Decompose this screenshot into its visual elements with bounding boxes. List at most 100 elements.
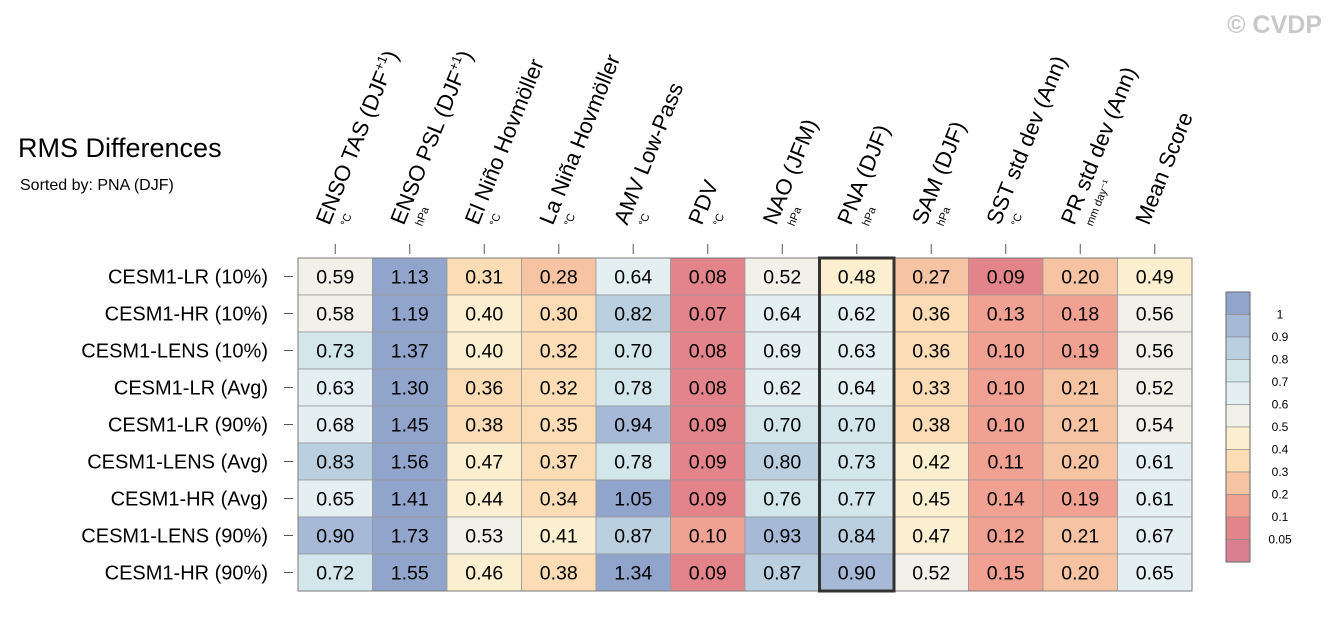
cell-value: 0.31 (465, 267, 503, 289)
cell-value: 0.34 (540, 489, 578, 511)
cell-value: 0.44 (465, 489, 503, 511)
cell-value: 0.80 (763, 452, 801, 474)
cell-value: 0.47 (912, 526, 950, 548)
cell-value: 0.45 (912, 489, 950, 511)
heatmap-cells: 0.59 1.13 0.31 0.28 0.64 0.08 0.52 0.48 0.27 0.09… (297, 257, 1193, 592)
cell-value: 0.27 (912, 267, 950, 289)
column-unit: °C (562, 212, 578, 228)
cell-value: 0.87 (763, 563, 801, 585)
cell-value: 0.54 (1136, 415, 1174, 437)
cell-value: 1.13 (391, 267, 429, 289)
heatmap-cell (372, 479, 448, 518)
heatmap-cell (446, 553, 522, 592)
heatmap-cell (446, 479, 522, 518)
cell-value: 0.42 (912, 452, 950, 474)
cell-value: 0.77 (838, 489, 876, 511)
heatmap-cell (372, 553, 448, 592)
heatmap-cell (595, 479, 671, 518)
cell-value: 0.48 (838, 267, 876, 289)
heatmap-cell (819, 553, 895, 592)
cell-value: 0.52 (912, 563, 950, 585)
heatmap-cell (297, 479, 373, 518)
cell-value: 0.28 (540, 267, 578, 289)
cell-value: 0.30 (540, 304, 578, 326)
column-unit: °C (488, 212, 504, 228)
cell-value: 0.65 (1136, 563, 1174, 585)
cell-value: 0.64 (763, 304, 801, 326)
chart-title: RMS Differences (18, 133, 222, 163)
column-name-text: SST std dev (Ann) (981, 52, 1071, 228)
heatmap-cell (1117, 516, 1193, 555)
heatmap-cell (744, 516, 820, 555)
heatmap-cell (670, 442, 746, 481)
cell-value: 0.10 (987, 341, 1025, 363)
cell-value: 0.94 (614, 415, 652, 437)
cell-value: 0.78 (614, 452, 652, 474)
colorbar-swatch (1225, 539, 1251, 563)
column-labels: ENSO TAS (DJF+1)°C ENSO PSL (DJF+1)hPa El … (310, 46, 1198, 254)
colorbar-border (1225, 291, 1251, 563)
cell-value: 0.11 (987, 452, 1024, 474)
cell-value: 0.09 (987, 267, 1025, 289)
heatmap-cell (521, 479, 597, 518)
cell-value: 0.40 (465, 304, 503, 326)
column-name-text: Mean Score (1130, 109, 1198, 228)
cell-value: 0.82 (614, 304, 652, 326)
cell-value: 0.09 (689, 563, 727, 585)
heatmap-cell (521, 442, 597, 481)
colorbar-swatch (1225, 314, 1251, 338)
cell-value: 1.45 (391, 415, 429, 437)
heatmap-cell (297, 442, 373, 481)
heatmap-cell (670, 368, 746, 407)
column-unit: °C (339, 212, 355, 228)
colorbar-swatch (1225, 404, 1251, 428)
heatmap-cell (1117, 331, 1193, 370)
cell-value: 0.62 (838, 304, 876, 326)
row-label: CESM1-HR (90%) (105, 563, 268, 585)
colorbar-label: 0.5 (1272, 420, 1289, 434)
heatmap-cell (744, 553, 820, 592)
cell-value: 0.08 (689, 341, 727, 363)
cell-value: 0.36 (465, 378, 503, 400)
heatmap-cell (1117, 257, 1193, 296)
cell-value: 1.41 (391, 489, 429, 511)
heatmap-cell (819, 442, 895, 481)
colorbar-label: 1 (1277, 308, 1284, 322)
cell-value: 1.56 (391, 452, 429, 474)
heatmap-cell (595, 294, 671, 333)
cell-value: 0.84 (838, 526, 876, 548)
heatmap-cell (744, 442, 820, 481)
colorbar-label: 0.7 (1272, 375, 1289, 389)
colorbar-swatch (1225, 291, 1251, 315)
heatmap-cell (968, 442, 1044, 481)
column-name: PNA (DJF) (832, 121, 895, 228)
cell-value: 0.14 (987, 489, 1025, 511)
cell-value: 0.76 (763, 489, 801, 511)
cell-value: 0.69 (763, 341, 801, 363)
cell-value: 0.67 (1136, 526, 1174, 548)
heatmap-cell (1042, 368, 1118, 407)
column-name-text: ENSO TAS (DJF (311, 67, 395, 227)
cell-value: 0.10 (987, 415, 1025, 437)
cell-value: 0.19 (1061, 489, 1099, 511)
cell-value: 0.38 (540, 563, 578, 585)
cell-value: 0.20 (1061, 563, 1099, 585)
column-unit: °C (711, 212, 727, 228)
cell-value: 1.37 (391, 341, 429, 363)
colorbar-label: 0.4 (1272, 443, 1289, 457)
cell-value: 0.61 (1136, 452, 1174, 474)
heatmap-cell (595, 331, 671, 370)
column-label: PDV°C (683, 176, 727, 228)
column-name: ENSO TAS (DJF+1) (310, 46, 403, 227)
cell-value: 0.09 (689, 452, 727, 474)
heatmap-cell (297, 331, 373, 370)
row-label: CESM1-LR (Avg) (114, 378, 268, 400)
heatmap-cell (297, 405, 373, 444)
cell-value: 0.64 (614, 267, 652, 289)
heatmap-cell (297, 553, 373, 592)
column-label: Mean Score (1130, 109, 1198, 228)
column-name: ENSO PSL (DJF+1) (384, 46, 477, 227)
cell-value: 0.56 (1136, 304, 1174, 326)
heatmap-cell (521, 294, 597, 333)
row-label: CESM1-LENS (10%) (81, 341, 268, 363)
